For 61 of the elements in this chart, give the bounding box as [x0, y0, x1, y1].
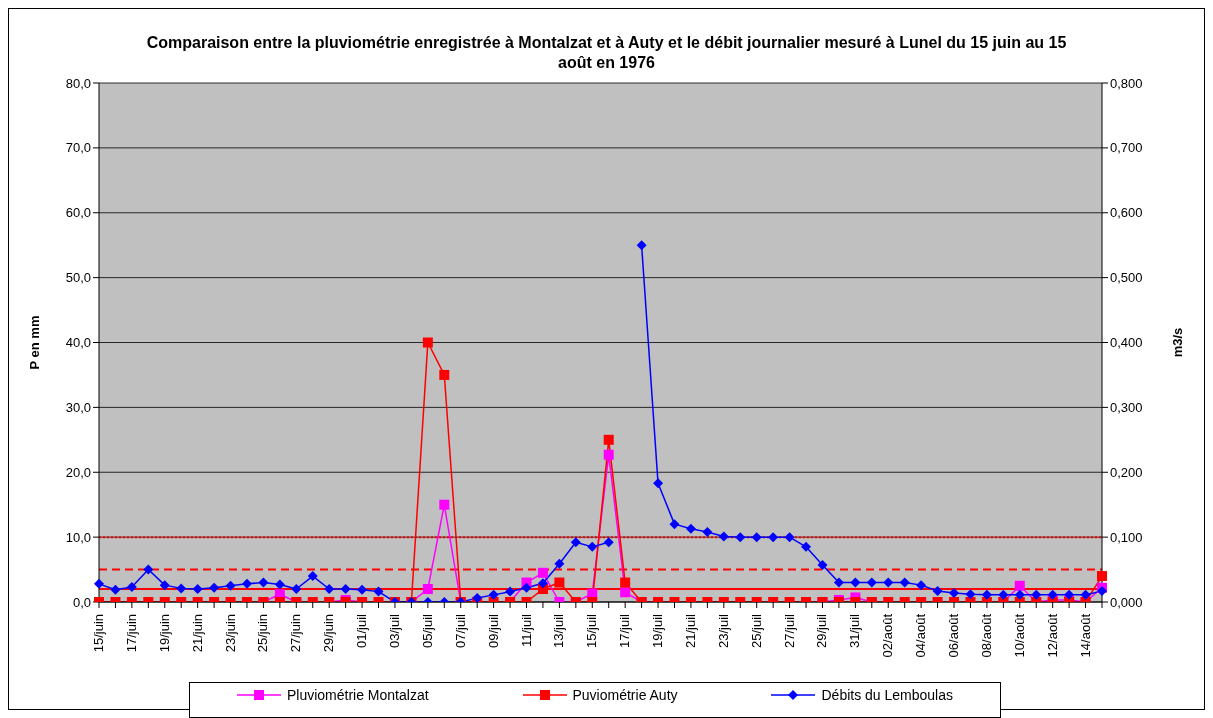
- x-tick-label: 05/juil: [419, 613, 435, 648]
- point: [620, 587, 631, 598]
- y-tick-label: 10,0: [65, 529, 91, 545]
- x-tick-label: 19/juil: [650, 613, 666, 648]
- x-tick-label: 27/juil: [781, 613, 797, 648]
- y-tick-label: 0,0: [72, 594, 91, 610]
- x-tick-label: 06/août: [946, 613, 962, 658]
- x-tick-label: 12/août: [1044, 613, 1060, 658]
- x-tick-label: 15/juin: [91, 614, 106, 653]
- x-tick-label: 02/août: [880, 613, 896, 658]
- x-tick-label: 27/juin: [288, 614, 304, 653]
- chart-title: Comparaison entre la pluviométrie enregistrée à Montalzat et à Auty et le débit journalier mesuré à Lunel du 15 juin au 15 août en 1976: [145, 33, 1068, 73]
- x-tick-label: 10/août: [1011, 613, 1027, 658]
- x-tick-label: 31/juil: [847, 613, 863, 648]
- x-tick-label: 25/juin: [255, 614, 271, 653]
- x-tick-label: 21/juil: [682, 613, 698, 648]
- x-tick-label: 08/août: [978, 613, 994, 658]
- x-tick-label: 07/juil: [452, 613, 468, 648]
- point: [603, 449, 614, 460]
- x-tick-label: 04/août: [913, 613, 929, 658]
- x-tick-label: 01/juil: [354, 613, 370, 648]
- legend-label: Pluviométrie Montalzat: [285, 687, 429, 703]
- y2-tick-label: 0,500: [1110, 270, 1143, 286]
- y-axis-title: P en mm: [26, 315, 42, 370]
- y2-tick-label: 0,400: [1110, 335, 1143, 351]
- x-tick-label: 21/juin: [189, 614, 205, 653]
- x-tick-label: 29/juil: [814, 613, 830, 648]
- x-tick-label: 17/juin: [123, 614, 139, 653]
- legend-label: Débits du Lemboulas: [820, 687, 954, 703]
- x-tick-label: 17/juil: [617, 613, 633, 648]
- y2-tick-label: 0,200: [1110, 464, 1143, 480]
- y2-tick-label: 0,800: [1110, 75, 1143, 91]
- y2-tick-label: 0,000: [1110, 594, 1143, 610]
- x-tick-label: 15/juil: [584, 613, 600, 648]
- x-tick-label: 14/août: [1077, 613, 1093, 658]
- y-tick-label: 20,0: [65, 464, 91, 480]
- x-tick-label: 23/juil: [715, 613, 731, 648]
- x-tick-label: 03/juil: [386, 613, 402, 648]
- y2-tick-label: 0,300: [1110, 399, 1143, 415]
- y2-axis-title: m3/s: [1169, 327, 1185, 358]
- x-tick-label: 29/juin: [321, 614, 337, 653]
- x-tick-label: 19/juin: [156, 614, 172, 653]
- point: [422, 584, 433, 595]
- point: [1014, 580, 1025, 591]
- x-tick-label: 09/juil: [485, 613, 501, 648]
- y-tick-label: 60,0: [65, 205, 91, 221]
- y2-tick-label: 0,600: [1110, 205, 1143, 221]
- y-tick-label: 70,0: [65, 140, 91, 156]
- y-tick-label: 50,0: [65, 270, 91, 286]
- legend-label: Puviométrie Auty: [571, 687, 678, 703]
- x-tick-label: 11/juil: [518, 613, 534, 648]
- x-tick-label: 13/juil: [551, 613, 567, 648]
- point: [537, 567, 548, 578]
- y-tick-label: 30,0: [65, 399, 91, 415]
- y-tick-label: 40,0: [65, 335, 91, 351]
- x-tick-label: 23/juin: [222, 614, 238, 653]
- y2-tick-label: 0,100: [1110, 529, 1143, 545]
- y2-tick-label: 0,700: [1110, 140, 1143, 156]
- x-tick-label: 25/juil: [748, 613, 764, 648]
- y-tick-label: 80,0: [65, 75, 91, 91]
- point: [439, 499, 450, 510]
